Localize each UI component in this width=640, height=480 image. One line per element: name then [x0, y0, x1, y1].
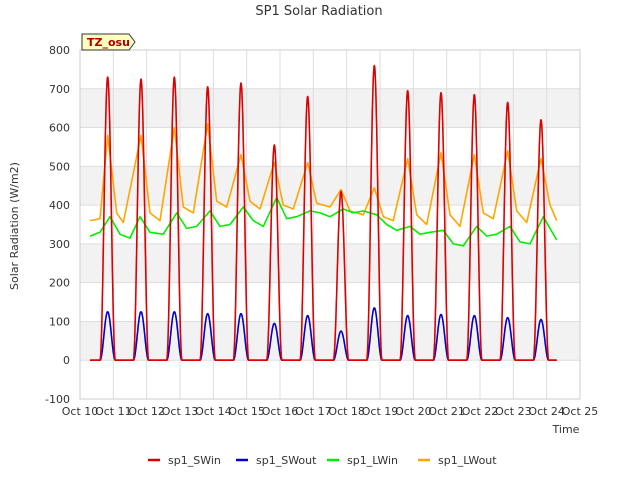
plot-band: [80, 321, 580, 361]
y-tick-label: 100: [49, 315, 70, 328]
series-line-sp1_LWout: [89, 122, 558, 228]
legend-label-sp1_LWin: sp1_LWin: [347, 454, 398, 467]
x-tick-label: Oct 14: [195, 405, 232, 418]
legend: sp1_SWin sp1_SWout sp1_LWin sp1_LWout: [148, 454, 497, 467]
chart-title: SP1 Solar Radiation: [255, 4, 382, 19]
y-tick-label: 600: [49, 122, 70, 135]
y-tick-label: 0: [63, 354, 70, 367]
x-tick-label: Oct 13: [162, 405, 199, 418]
x-axis-label: Time: [552, 423, 580, 436]
x-tick-label: Oct 23: [495, 405, 532, 418]
y-tick-label: -100: [45, 393, 70, 406]
x-tick-label: Oct 18: [328, 405, 365, 418]
legend-label-sp1_SWout: sp1_SWout: [256, 454, 317, 467]
y-axis-label: Solar Radiation (W/m2): [8, 162, 21, 290]
x-tick-label: Oct 10: [62, 405, 99, 418]
site-tag-box: [81, 33, 136, 51]
x-tick-label: Oct 12: [128, 405, 165, 418]
x-tick-label: Oct 20: [395, 405, 432, 418]
x-tick-label: Oct 16: [262, 405, 299, 418]
x-tick-label: Oct 21: [428, 405, 465, 418]
series-layer: [89, 64, 558, 361]
series-line-sp1_SWin: [89, 64, 558, 361]
plot-band: [80, 243, 580, 283]
plot-band: [80, 88, 580, 128]
plot-frame: [79, 49, 581, 400]
x-tick-label: Oct 25: [562, 405, 599, 418]
x-tick-label: Oct 24: [528, 405, 565, 418]
y-tick-label: 400: [49, 199, 70, 212]
y-axis-ticks: -100 0 100 200 300 400 500 600 700 800: [45, 44, 70, 406]
site-tag-label: TZ_osu: [87, 36, 130, 49]
x-tick-label: Oct 17: [295, 405, 332, 418]
y-tick-label: 800: [49, 44, 70, 57]
x-tick-label: Oct 22: [462, 405, 499, 418]
y-tick-label: 700: [49, 83, 70, 96]
x-tick-label: Oct 15: [228, 405, 265, 418]
y-tick-label: 300: [49, 238, 70, 251]
legend-label-sp1_LWout: sp1_LWout: [438, 454, 497, 467]
y-tick-label: 200: [49, 277, 70, 290]
series-line-sp1_LWin: [89, 196, 558, 247]
plot-background-bands: [80, 88, 580, 361]
x-tick-label: Oct 19: [362, 405, 399, 418]
legend-label-sp1_SWin: sp1_SWin: [168, 454, 221, 467]
site-tag: TZ_osu: [81, 33, 136, 51]
y-tick-label: 500: [49, 160, 70, 173]
x-tick-label: Oct 11: [95, 405, 132, 418]
